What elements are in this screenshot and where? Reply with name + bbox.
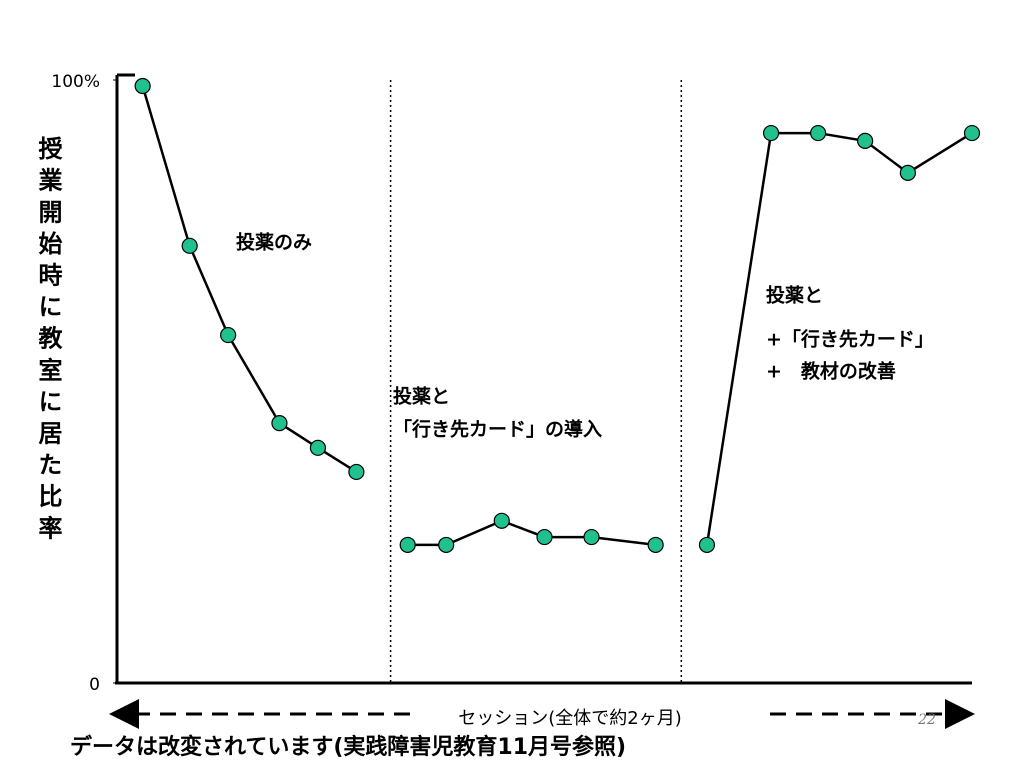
data-point (438, 536, 455, 554)
series-line (705, 131, 973, 546)
data-point (134, 77, 151, 95)
data-point (399, 536, 416, 554)
series-line (141, 85, 358, 474)
annotation: 投薬と (393, 385, 450, 408)
data-point (271, 415, 288, 432)
data-point (647, 536, 664, 554)
data-point (493, 512, 510, 529)
annotation: 投薬と (766, 284, 823, 307)
page-number: 22 (917, 712, 936, 728)
annotation: +「行き先カード」 (766, 328, 934, 351)
data-point (181, 237, 198, 254)
data-point (348, 463, 365, 481)
annotation: + 教材の改善 (766, 360, 896, 383)
data-point (762, 124, 780, 142)
x-label: セッション(全体で約2ヶ月) (458, 708, 682, 729)
data-point (220, 326, 237, 344)
y-label: 授業開始時に教室に居た比率 (34, 136, 62, 547)
y-tick-label: 100% (51, 72, 100, 92)
data-point (583, 528, 600, 546)
data-point (698, 536, 716, 554)
footer: データは改変されています(実践障害児教育11月号参照) (70, 734, 626, 760)
data-point (857, 132, 874, 150)
data-point (536, 528, 553, 546)
data-point (899, 164, 916, 181)
annotation: 投薬のみ (236, 231, 312, 254)
data-point (809, 124, 827, 142)
data-point (309, 439, 327, 456)
data-point (963, 124, 981, 142)
annotation: 「行き先カード」の導入 (393, 418, 602, 441)
y-tick-label: 0 (89, 675, 100, 695)
